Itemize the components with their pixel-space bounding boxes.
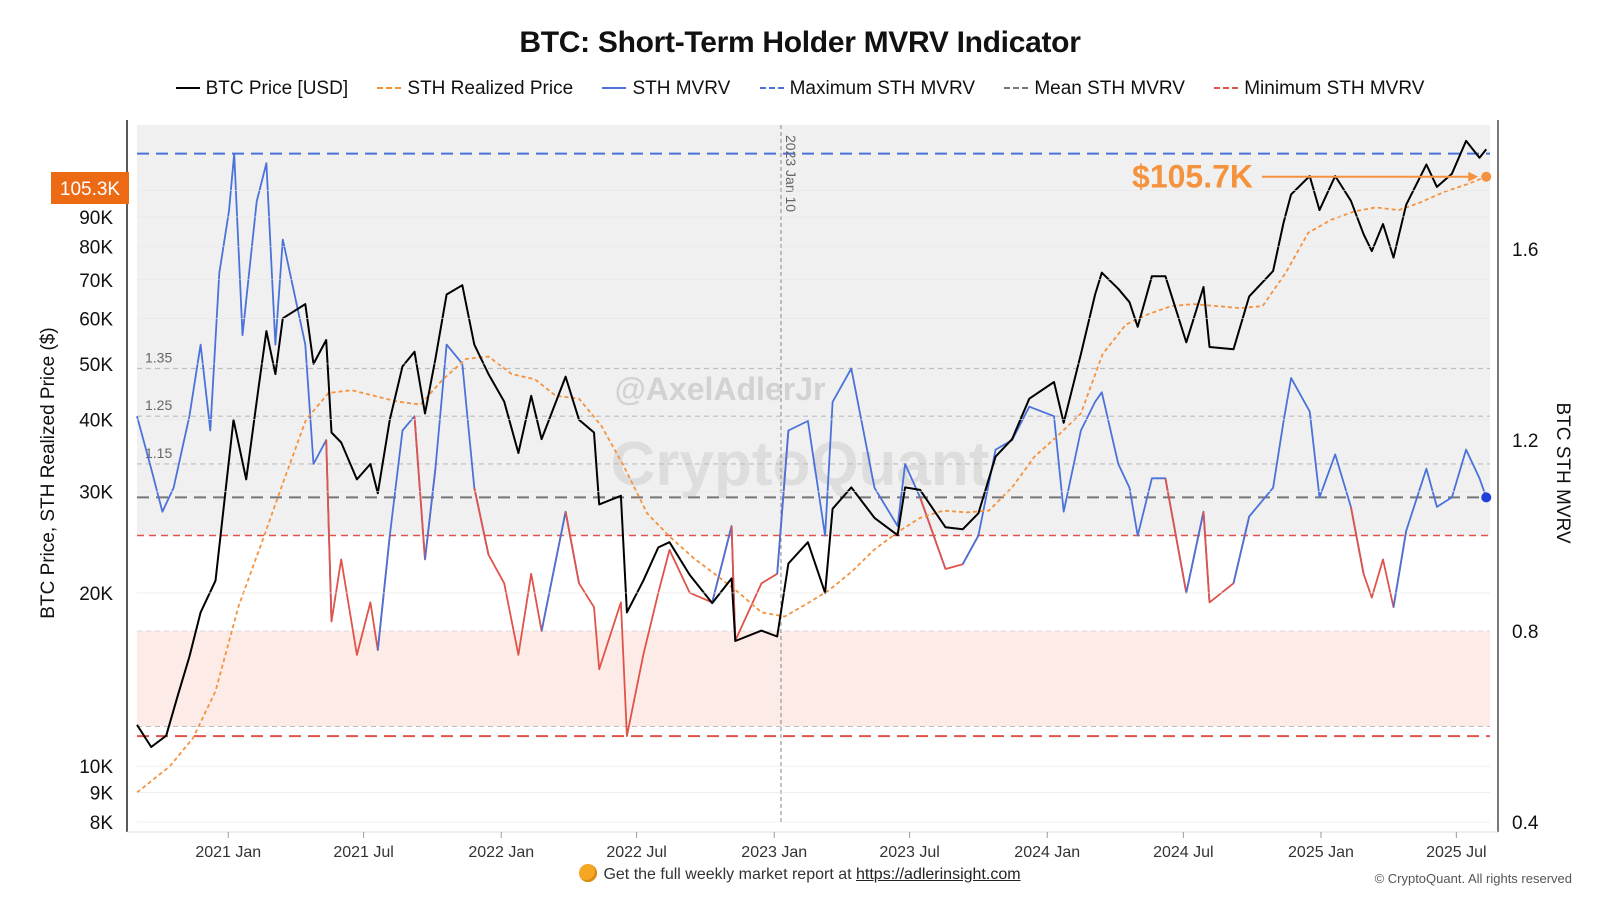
legend-item-mean-sth-mvrv[interactable]: Mean STH MVRV (1004, 78, 1185, 100)
ref-label-1: 1.25 (145, 397, 172, 413)
x-tick-label: 2021 Jan (195, 844, 261, 861)
legend-label-sth-mvrv: STH MVRV (632, 78, 731, 99)
footer-link[interactable]: https://adlerinsight.com (856, 866, 1021, 883)
copyright: © CryptoQuant. All rights reserved (1374, 871, 1572, 886)
sth-mvrv-line-segment (136, 152, 333, 622)
y-left-tick-label: 20K (79, 584, 113, 605)
current-price-badge-label: 105.3K (60, 179, 121, 200)
legend-swatch-maximum-sth-mvrv (759, 86, 784, 89)
ref-label-0: 1.35 (145, 349, 172, 365)
annotation-arrow-head (1468, 171, 1479, 182)
legend-swatch-minimum-sth-mvrv (1214, 86, 1239, 89)
legend-item-maximum-sth-mvrv[interactable]: Maximum STH MVRV (759, 78, 976, 100)
y-left-tick-label: 10K (79, 757, 113, 778)
sth-mvrv-line-segment (564, 511, 733, 737)
legend-item-minimum-sth-mvrv[interactable]: Minimum STH MVRV (1214, 78, 1424, 100)
x-tick-label: 2024 Jul (1153, 844, 1214, 861)
legend-label-sth-realized-price: STH Realized Price (407, 78, 574, 99)
legend-label-btc-price: BTC Price [USD] (205, 78, 349, 99)
y-left-tick-label: 50K (79, 355, 113, 376)
x-tick-label: 2024 Jan (1014, 844, 1080, 861)
y-left-tick-label: 70K (79, 271, 113, 292)
footer: Get the full weekly market report at htt… (0, 864, 1600, 884)
legend-item-sth-realized-price[interactable]: STH Realized Price (377, 78, 573, 100)
y-right-tick-label: 0.8 (1512, 622, 1538, 643)
y-left-tick-label: 80K (79, 237, 113, 258)
x-tick-label: 2023 Jul (879, 844, 940, 861)
y-left-axis-title: BTC Price, STH Realized Price ($) (38, 327, 59, 618)
sth-mvrv-line-segment (1232, 377, 1365, 584)
sth-mvrv-line-segment (776, 367, 947, 574)
axes-layer: 8K9K10K20K30K40K50K60K70K80K90K100K0.40.… (38, 120, 1573, 861)
sth-realized-endpoint (1481, 171, 1492, 182)
y-left-tick-label: 8K (90, 813, 114, 834)
x-tick-label: 2022 Jul (606, 844, 667, 861)
y-right-tick-label: 1.6 (1512, 240, 1538, 261)
watermark-handle: @AxelAdlerJr (615, 371, 826, 407)
sth-mvrv-line-segment (961, 391, 1188, 593)
x-tick-label: 2021 Jul (333, 844, 394, 861)
current-price-badge (51, 172, 129, 204)
legend-item-sth-mvrv[interactable]: STH MVRV (602, 78, 730, 100)
y-right-tick-label: 0.4 (1512, 813, 1539, 834)
legend-label-mean-sth-mvrv: Mean STH MVRV (1034, 78, 1185, 99)
x-tick-label: 2022 Jan (468, 844, 534, 861)
x-tick-label: 2025 Jul (1426, 844, 1487, 861)
legend: BTC Price [USD] STH Realized Price STH M… (0, 78, 1600, 100)
watermark-brand: CryptoQuant (611, 430, 990, 499)
x-tick-label: 2025 Jan (1288, 844, 1354, 861)
ref-label-2: 1.15 (145, 445, 172, 461)
y-left-tick-label: 30K (79, 483, 113, 504)
y-left-tick-label: 9K (90, 784, 114, 805)
legend-item-btc-price[interactable]: BTC Price [USD] (175, 78, 349, 100)
chart-title: BTC: Short-Term Holder MVRV Indicator (519, 26, 1081, 59)
btc-price-line (136, 139, 1488, 748)
sth-mvrv-endpoint (1481, 492, 1492, 503)
legend-swatch-sth-mvrv (602, 86, 627, 89)
sth-mvrv-line-segment (1392, 448, 1488, 608)
legend-swatch-btc-price (175, 86, 200, 89)
coin-icon (579, 864, 598, 882)
upper-band (137, 125, 1490, 536)
event-marker-label: 2023 Jan 10 (783, 135, 799, 212)
y-right-tick-label: 1.2 (1512, 431, 1538, 452)
footer-text: Get the full weekly market report at (603, 866, 852, 883)
x-tick-label: 2023 Jan (741, 844, 807, 861)
annotation-layer: 105.3K $105.7K (51, 159, 1479, 204)
lower-band (137, 631, 1490, 727)
legend-label-minimum-sth-mvrv: Minimum STH MVRV (1244, 78, 1425, 99)
y-left-tick-label: 40K (79, 411, 113, 432)
y-left-tick-label: 90K (79, 208, 113, 229)
y-right-axis-title: BTC STH MVRV (1552, 402, 1573, 543)
sth-price-annotation: $105.7K (1132, 159, 1253, 195)
legend-label-maximum-sth-mvrv: Maximum STH MVRV (789, 78, 976, 99)
y-left-tick-label: 60K (79, 309, 113, 330)
legend-swatch-mean-sth-mvrv (1004, 86, 1029, 89)
legend-swatch-sth-realized-price (377, 86, 402, 89)
